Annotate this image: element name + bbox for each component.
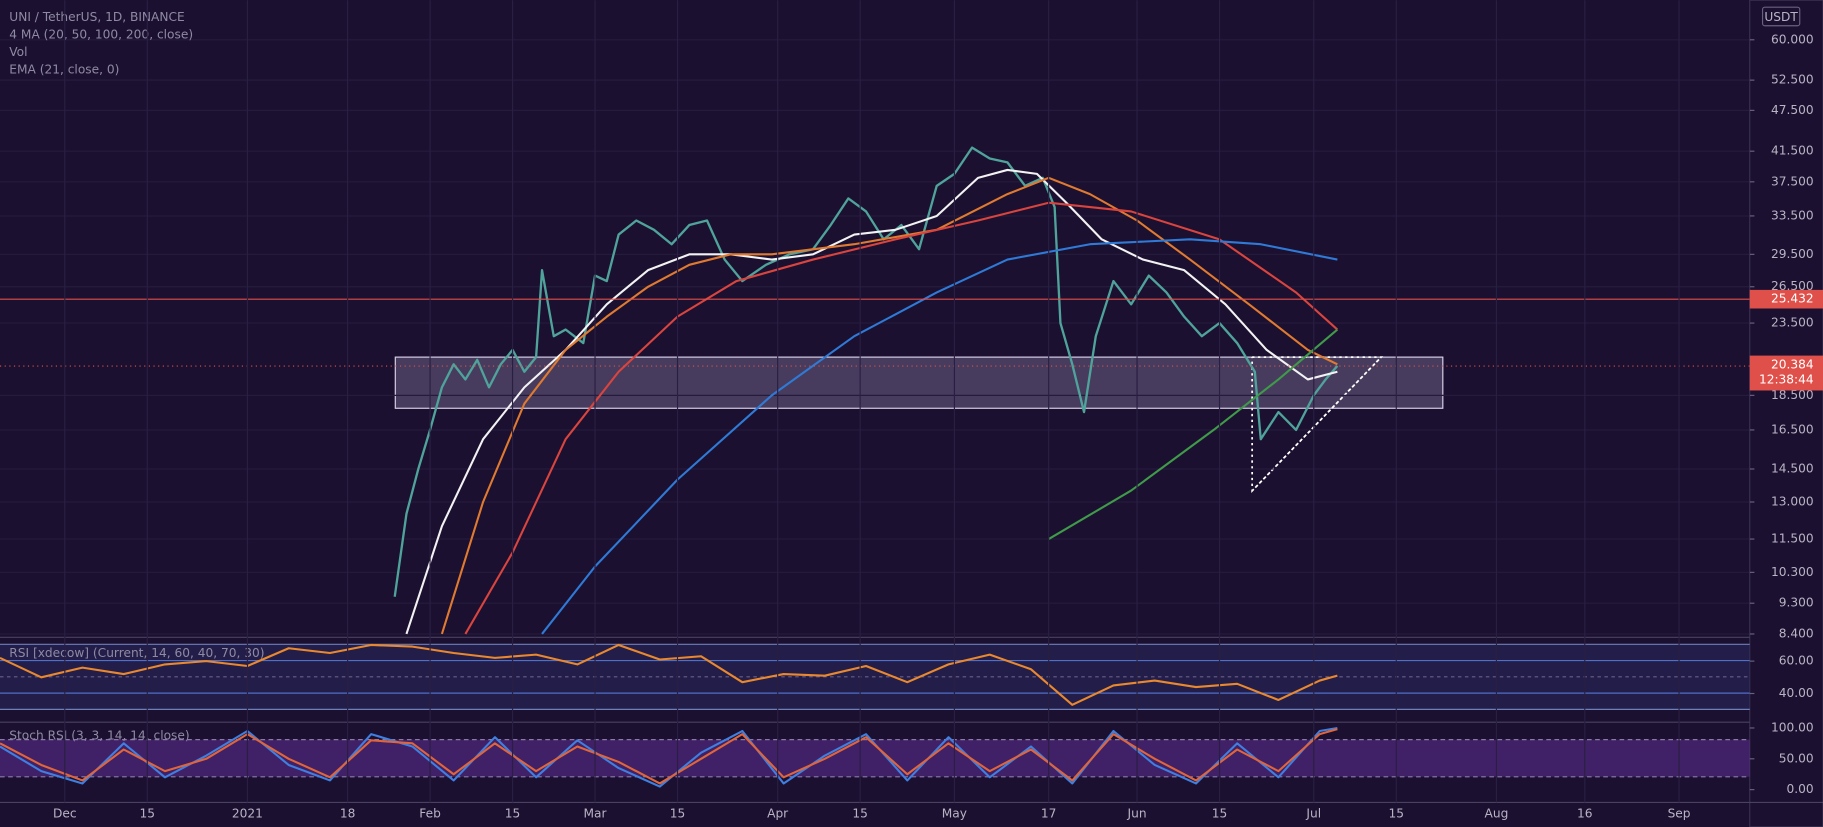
y-tick-label: 23.500	[1771, 316, 1814, 330]
indicator-label: Vol	[9, 45, 27, 59]
y-tick-label: 60.000	[1771, 32, 1814, 46]
unit-label: USDT	[1764, 10, 1798, 24]
y-tick-label: 60.00	[1779, 654, 1814, 668]
rsi-pane	[0, 643, 1338, 706]
x-tick-label: 15	[140, 807, 156, 821]
last-price-label: 20.384	[1771, 357, 1814, 371]
y-tick-label: 10.300	[1771, 565, 1814, 579]
x-tick-label: Jun	[1127, 807, 1147, 821]
y-tick-label: 37.500	[1771, 174, 1814, 188]
x-tick-label: 18	[340, 807, 356, 821]
indicator-line	[440, 176, 1338, 635]
resistance-tag	[1749, 289, 1823, 309]
y-tick-label: 13.000	[1771, 494, 1814, 508]
triangle-pattern	[1251, 356, 1384, 493]
indicator-label: 4 MA (20, 50, 100, 200, close)	[9, 28, 193, 42]
x-tick-label: Jul	[1305, 807, 1321, 821]
y-tick-label: 0.00	[1787, 782, 1814, 796]
y-tick-label: 26.500	[1771, 279, 1814, 293]
y-tick-label: 14.500	[1771, 461, 1814, 475]
stoch-pane	[0, 726, 1338, 788]
unit-box	[1761, 6, 1801, 27]
y-tick-label: 11.500	[1771, 532, 1814, 546]
x-tick-label: 15	[505, 807, 521, 821]
x-tick-label: Dec	[53, 807, 77, 821]
y-tick-label: 50.00	[1779, 751, 1814, 765]
x-tick-label: Sep	[1668, 807, 1691, 821]
indicator-line	[1048, 328, 1339, 540]
countdown-label: 12:38:44	[1759, 373, 1814, 387]
y-tick-label: 9.300	[1779, 596, 1814, 610]
last-price-tag	[1749, 355, 1823, 391]
x-tick-label: 15	[852, 807, 868, 821]
indicator-line	[0, 726, 1338, 788]
x-tick-label: 2021	[232, 807, 263, 821]
price-line	[393, 146, 1339, 597]
y-tick-label: 52.500	[1771, 73, 1814, 87]
x-tick-label: Feb	[419, 807, 441, 821]
y-tick-label: 40.00	[1779, 686, 1814, 700]
support-zone	[394, 356, 1444, 409]
x-tick-label: Aug	[1485, 807, 1509, 821]
x-tick-label: 15	[1212, 807, 1228, 821]
x-tick-label: 16	[1577, 807, 1593, 821]
y-tick-label: 33.500	[1771, 208, 1814, 222]
labels: Dec 15 2021 18 Feb 15 Mar 15 Apr 15 May 17 Jun 15 Jul 1…	[53, 0, 1823, 821]
resistance-label: 25.432	[1771, 292, 1814, 306]
x-tick-label: 15	[1389, 807, 1405, 821]
indicator-line	[464, 201, 1339, 635]
x-tick-label: 15	[670, 807, 686, 821]
price-axis	[1749, 0, 1823, 827]
x-tick-label: 17	[1041, 807, 1057, 821]
y-tick-label: 41.500	[1771, 144, 1814, 158]
indicator-line	[0, 643, 1338, 706]
x-tick-label: Apr	[767, 807, 789, 821]
chart-title: UNI / TetherUS, 1D, BINANCE	[9, 10, 184, 24]
x-tick-label: Mar	[584, 807, 608, 821]
indicator-line	[541, 238, 1338, 635]
y-tick-label: 100.00	[1771, 720, 1814, 734]
x-tick-label: May	[942, 807, 967, 821]
rsi-title: RSI [xdecow] (Current, 14, 60, 40, 70, 3…	[9, 646, 264, 660]
stoch-title: Stoch RSI (3, 3, 14, 14, close)	[9, 729, 189, 743]
y-tick-label: 8.400	[1779, 626, 1814, 640]
indicator-line	[0, 728, 1338, 785]
y-tick-label: 18.500	[1771, 388, 1814, 402]
main-pane	[0, 39, 1750, 635]
y-tick-label: 16.500	[1771, 422, 1814, 436]
y-tick-label: 29.500	[1771, 247, 1814, 261]
y-tick-label: 47.500	[1771, 103, 1814, 117]
